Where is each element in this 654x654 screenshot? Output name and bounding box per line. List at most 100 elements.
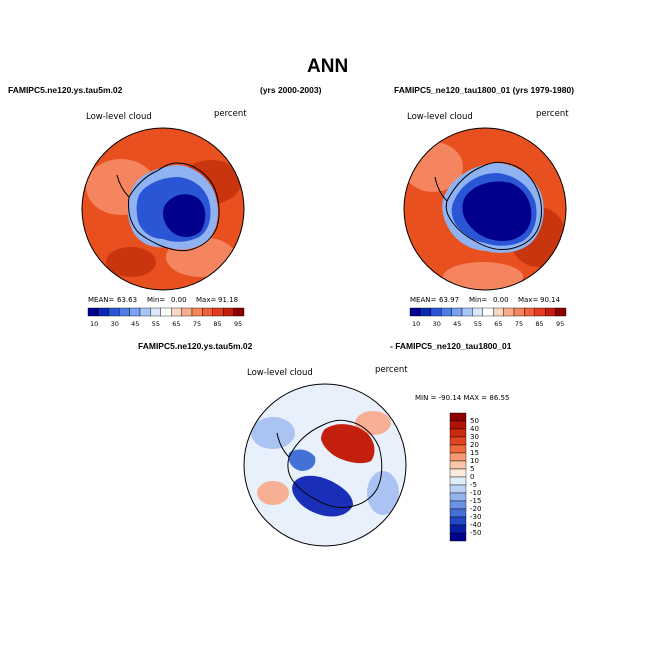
colorbar-tick-label: 95	[234, 320, 243, 328]
colorbar-swatch	[449, 420, 467, 430]
colorbar-tick-label: 10	[412, 320, 421, 328]
colorbar-swatch	[449, 468, 467, 478]
colorbar-swatch	[87, 307, 99, 317]
colorbar-tick-label: 20	[470, 441, 479, 449]
colorbar-tick-label: -5	[470, 481, 477, 489]
colorbar-tick-label: 50	[470, 417, 479, 425]
left-units-label: percent	[214, 109, 247, 119]
right-stat-mean-label: MEAN=	[410, 296, 437, 304]
right-polar-map	[403, 127, 567, 291]
colorbar-swatch	[449, 444, 467, 454]
colorbar-tick-label: 65	[172, 320, 181, 328]
diff-negative-region	[292, 475, 353, 517]
colorbar-tick-label: 55	[151, 320, 160, 328]
colorbar-swatch	[555, 307, 567, 317]
right-colorbar	[409, 307, 567, 317]
colorbar-tick-label: 45	[453, 320, 462, 328]
right-stat-min-label: Min=	[469, 296, 488, 304]
left-stat-min: 0.00	[171, 296, 187, 304]
colorbar-swatch	[449, 428, 467, 438]
colorbar-swatch	[524, 307, 536, 317]
right-stat-max: 90.14	[540, 296, 561, 304]
diff-variable-label: Low-level cloud	[247, 368, 313, 378]
colorbar-swatch	[119, 307, 130, 317]
colorbar-swatch	[503, 307, 515, 317]
figure-title: ANN	[307, 56, 349, 77]
right-stat-max-label: Max=	[518, 296, 539, 304]
left-stat-mean: 63.63	[117, 296, 138, 304]
left-stat-max-label: Max=	[196, 296, 217, 304]
colorbar-tick-label: 40	[470, 425, 479, 433]
left-ice-core	[163, 194, 206, 237]
right-peninsula	[434, 176, 448, 202]
colorbar-swatch	[139, 307, 151, 317]
diff-patch-blue	[251, 417, 295, 449]
colorbar-swatch	[449, 484, 467, 494]
colorbar-swatch	[449, 460, 467, 470]
right-units-label: percent	[536, 109, 569, 119]
colorbar-swatch	[181, 307, 193, 317]
colorbar-swatch	[449, 436, 467, 446]
colorbar-tick-label: -30	[470, 513, 482, 521]
colorbar-swatch	[449, 532, 467, 542]
left-polar-map	[81, 127, 245, 291]
left-ocean-patch	[106, 247, 156, 277]
colorbar-swatch	[461, 307, 473, 317]
diff-negative-region	[288, 449, 316, 471]
colorbar-tick-label: -50	[470, 529, 482, 537]
colorbar-tick-label: 65	[494, 320, 503, 328]
colorbar-swatch	[449, 476, 467, 486]
left-stat-min-label: Min=	[147, 296, 166, 304]
colorbar-swatch	[150, 307, 162, 317]
colorbar-swatch	[472, 307, 484, 317]
left-colorbar	[87, 307, 245, 317]
colorbar-tick-label: -15	[470, 497, 482, 505]
colorbar-swatch	[409, 307, 421, 317]
colorbar-swatch	[441, 307, 452, 317]
left-stat-mean-label: MEAN=	[88, 296, 115, 304]
diff-positive-region	[321, 424, 375, 464]
colorbar-swatch	[449, 508, 467, 518]
diff-patch-red	[355, 411, 391, 435]
colorbar-tick-label: 30	[110, 320, 119, 328]
left-years: (yrs 2000-2003)	[260, 85, 322, 95]
colorbar-tick-label: 10	[470, 457, 479, 465]
colorbar-swatch	[170, 307, 182, 317]
colorbar-swatch	[191, 307, 203, 317]
left-coastline	[128, 162, 220, 252]
right-stat-min: 0.00	[493, 296, 509, 304]
colorbar-swatch	[449, 452, 467, 462]
colorbar-swatch	[233, 307, 245, 317]
colorbar-swatch	[129, 307, 141, 317]
diff-colorbar	[449, 412, 467, 542]
colorbar-tick-label: 10	[90, 320, 99, 328]
colorbar-swatch	[534, 307, 546, 317]
colorbar-swatch	[420, 307, 431, 317]
colorbar-swatch	[449, 524, 467, 534]
left-stat-max: 91.18	[218, 296, 239, 304]
colorbar-swatch	[98, 307, 109, 317]
diff-patch-red	[257, 481, 289, 505]
colorbar-swatch	[492, 307, 504, 317]
colorbar-swatch	[202, 307, 214, 317]
right-ocean-patch	[443, 262, 523, 290]
colorbar-swatch	[513, 307, 525, 317]
diff-case-b: - FAMIPC5_ne120_tau1800_01	[390, 341, 512, 351]
left-peninsula	[116, 174, 130, 198]
colorbar-tick-label: 85	[213, 320, 222, 328]
colorbar-swatch	[451, 307, 463, 317]
colorbar-swatch	[449, 492, 467, 502]
diff-patch-blue	[367, 471, 399, 515]
colorbar-swatch	[160, 307, 172, 317]
colorbar-tick-label: -10	[470, 489, 482, 497]
colorbar-tick-label: 75	[192, 320, 202, 328]
diff-coastline	[287, 419, 383, 508]
right-stat-mean: 63.97	[439, 296, 460, 304]
diff-polar-map	[243, 383, 407, 547]
colorbar-tick-label: -40	[470, 521, 482, 529]
right-ice-core	[462, 181, 532, 241]
colorbar-tick-label: 30	[470, 433, 479, 441]
diff-case-a: FAMIPC5.ne120.ys.tau5m.02	[138, 341, 253, 351]
colorbar-swatch	[449, 412, 467, 422]
left-variable-label: Low-level cloud	[86, 112, 152, 122]
